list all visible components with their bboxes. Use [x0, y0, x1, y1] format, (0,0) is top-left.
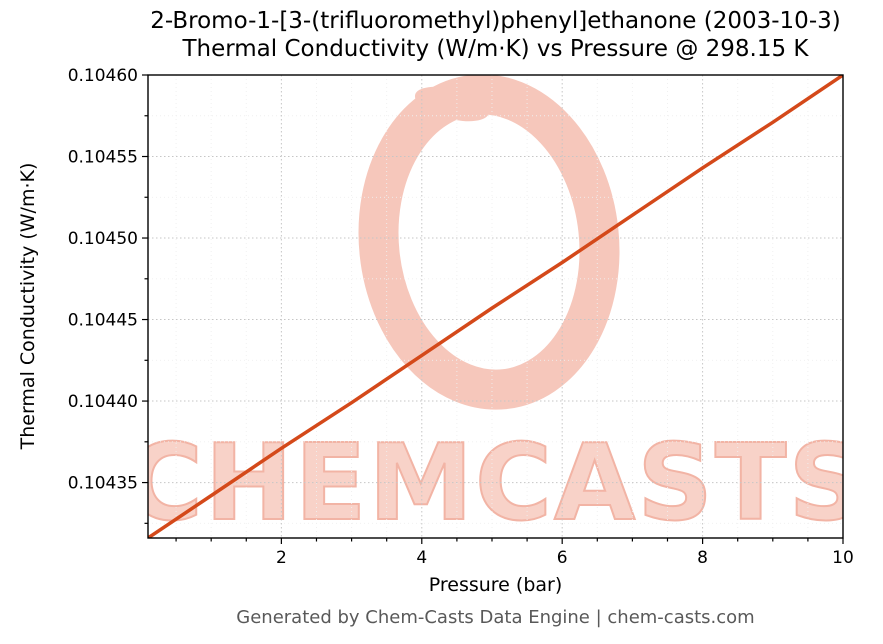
svg-text:2: 2: [276, 548, 287, 568]
chart-title-block: 2-Bromo-1-[3-(trifluoromethyl)phenyl]eth…: [148, 7, 843, 63]
svg-text:0.10460: 0.10460: [68, 66, 138, 86]
watermark-logo-icon: [358, 75, 620, 410]
y-tick-marks: [142, 74, 148, 524]
svg-text:0.10445: 0.10445: [68, 311, 138, 331]
watermark-text: CHEMCASTS: [126, 422, 866, 544]
chart-subtitle: Thermal Conductivity (W/m·K) vs Pressure…: [182, 36, 809, 62]
y-tick-labels: 0.10435 0.10440 0.10445 0.10450 0.10455 0.104…: [68, 66, 138, 494]
x-axis-label: Pressure (bar): [428, 574, 563, 596]
chart-title: 2-Bromo-1-[3-(trifluoromethyl)phenyl]eth…: [150, 8, 841, 34]
svg-text:6: 6: [557, 548, 568, 568]
svg-text:0.10435: 0.10435: [68, 474, 138, 494]
svg-text:10: 10: [832, 548, 854, 568]
svg-text:4: 4: [416, 548, 427, 568]
data-line: [148, 75, 843, 538]
footer-text: Generated by Chem-Casts Data Engine | ch…: [236, 607, 755, 628]
svg-text:0.10440: 0.10440: [68, 392, 138, 412]
plot-border: [147, 74, 844, 539]
x-tick-labels: 2 4 6 8 10: [276, 548, 854, 568]
x-tick-marks: [175, 538, 844, 544]
svg-text:0.10450: 0.10450: [68, 229, 138, 249]
watermark: CHEMCASTS: [126, 75, 866, 544]
svg-text:0.10455: 0.10455: [68, 148, 138, 168]
svg-text:8: 8: [697, 548, 708, 568]
